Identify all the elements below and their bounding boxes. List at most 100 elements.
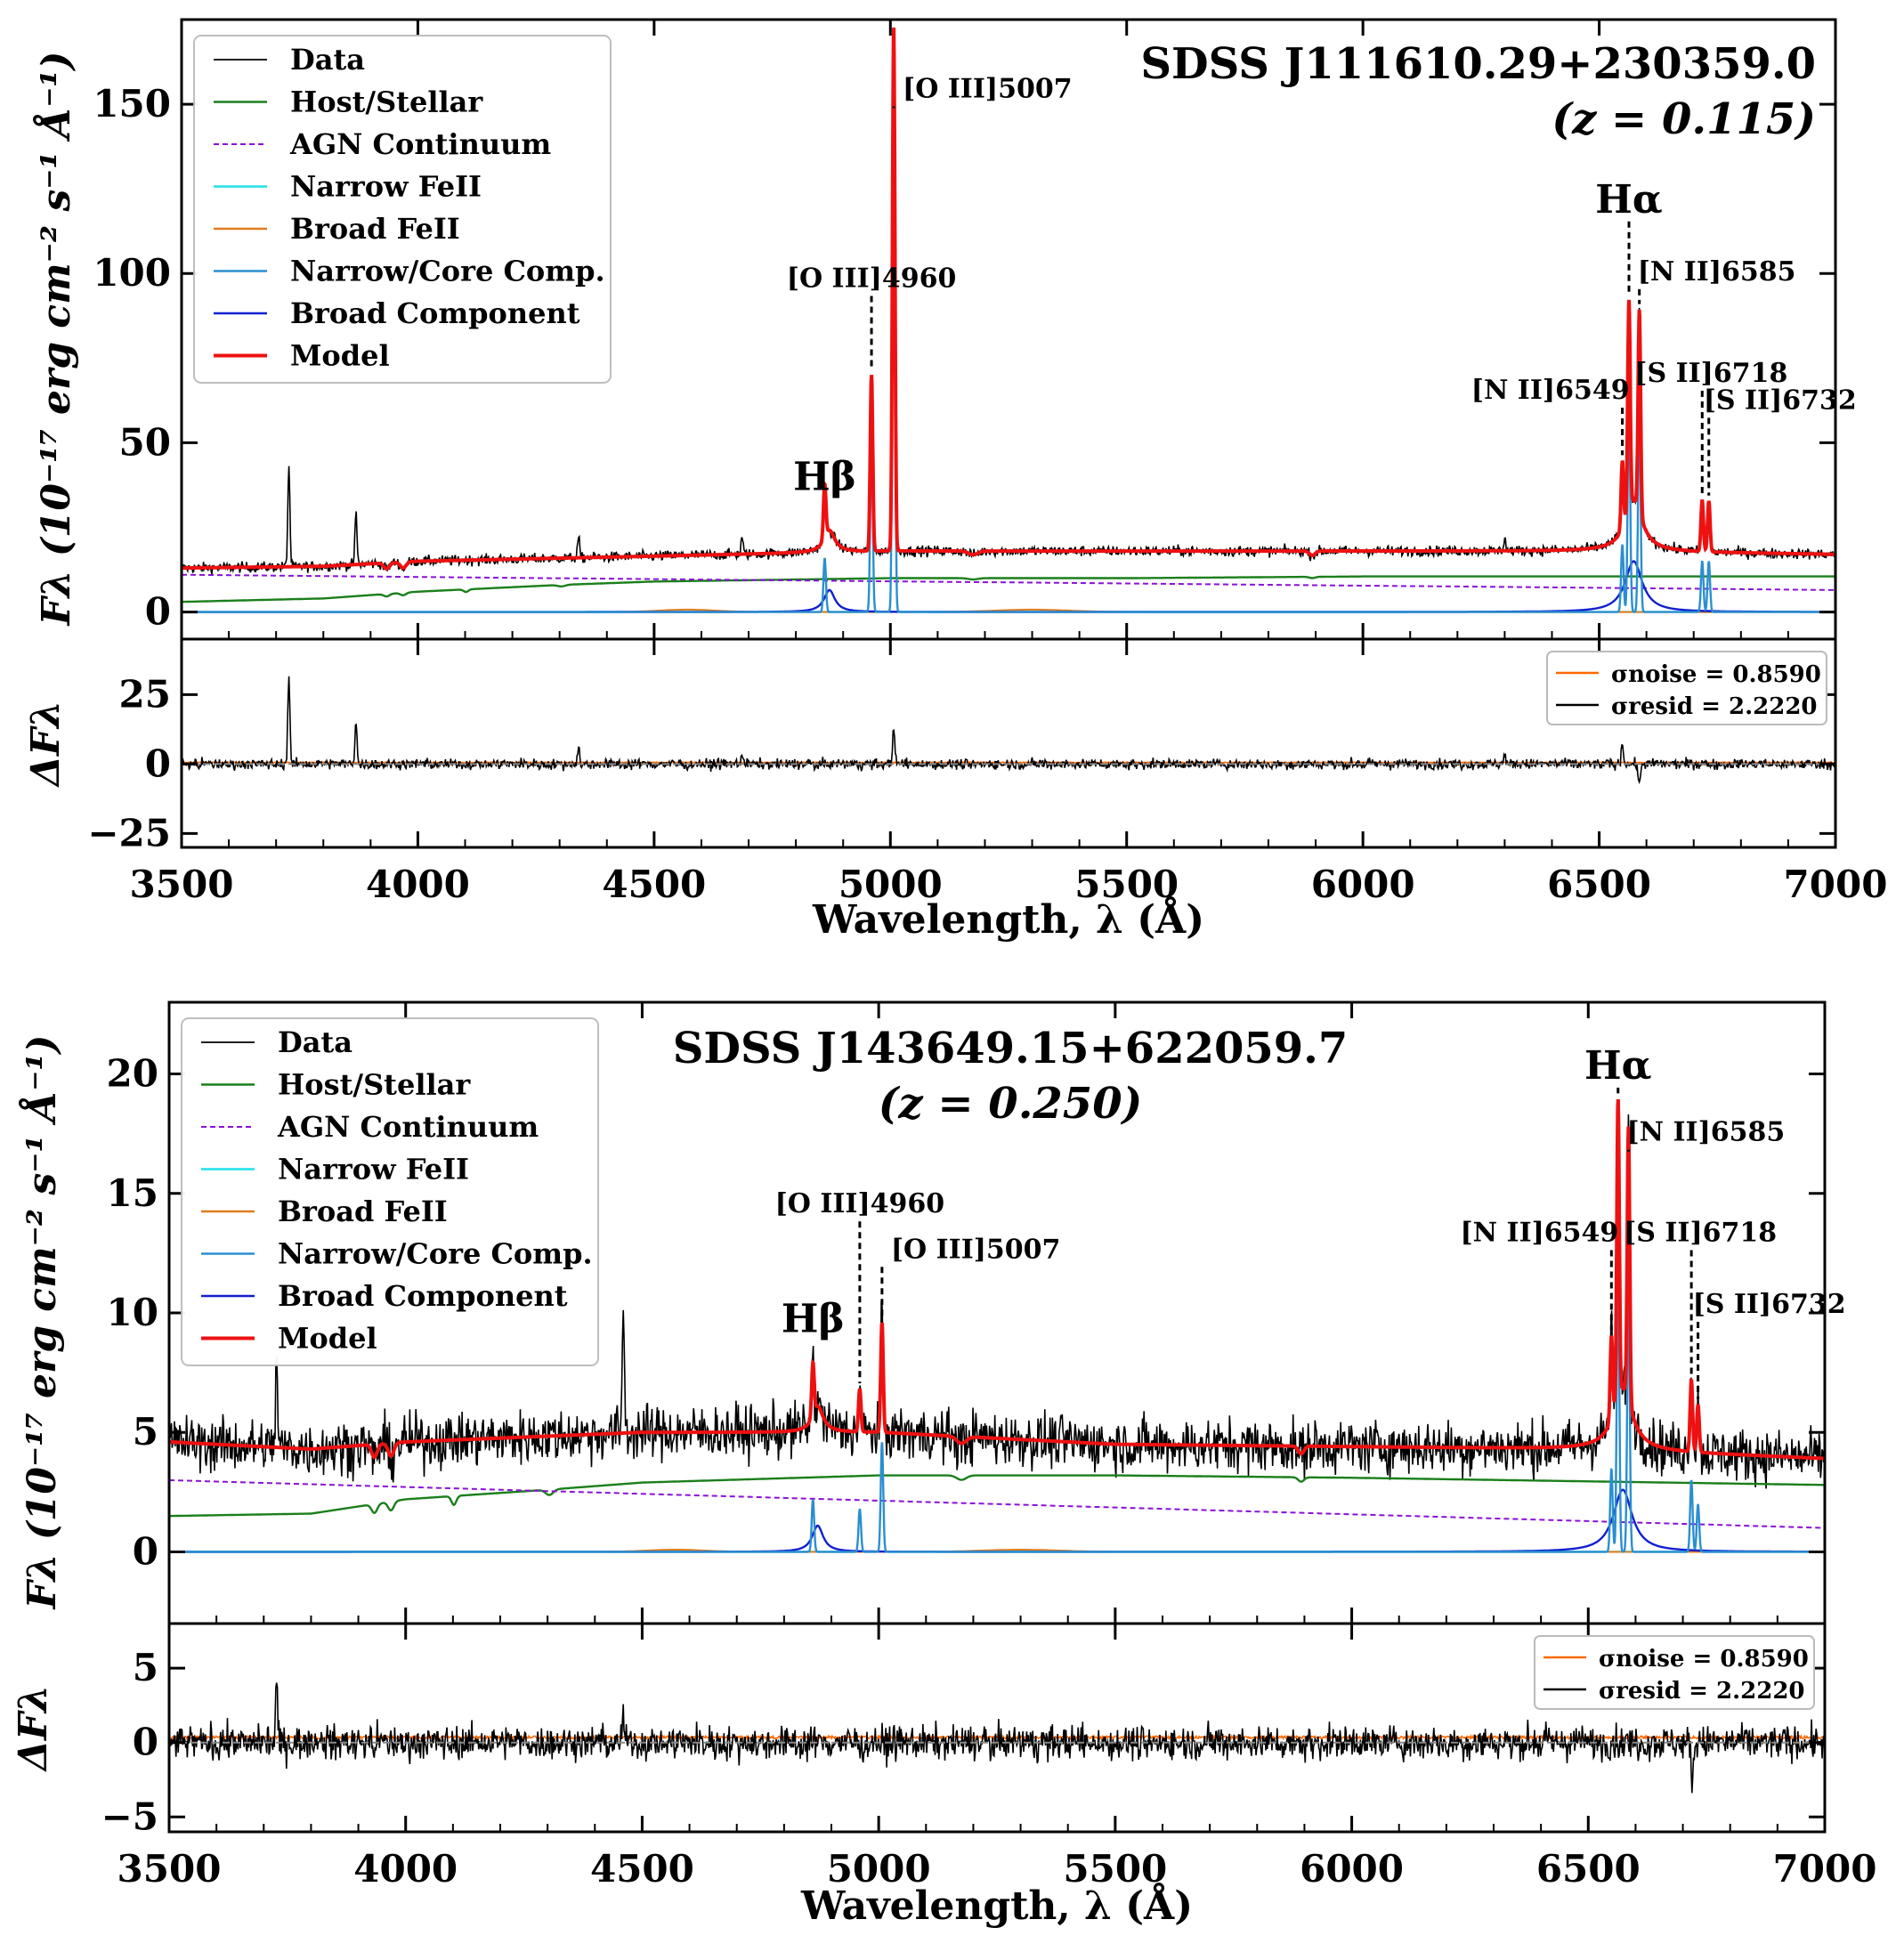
narrow-core-series: [182, 88, 1835, 613]
x-tick-label: 6500: [1547, 863, 1651, 906]
sigma-legend-box: [1546, 651, 1827, 725]
x-tick-label: 5500: [1074, 863, 1179, 906]
y-tick-label: 5: [133, 1410, 158, 1454]
model-series: [182, 28, 1835, 571]
x-tick-label: 5000: [839, 863, 943, 906]
x-tick-label: 5500: [1063, 1847, 1167, 1891]
x-tick-label: 7000: [1773, 1847, 1877, 1891]
broad-component-series: [182, 560, 1835, 613]
legend-box: [193, 35, 612, 384]
host-stellar-series: [169, 1474, 1825, 1518]
legend-entry: Narrow/Core Comp.: [278, 1237, 593, 1271]
legend-entry: Data: [290, 43, 365, 77]
main-plot-area: [182, 27, 1835, 613]
data-series: [169, 1111, 1825, 1489]
legend-entry: Broad FeII: [278, 1195, 448, 1228]
line-label: [N II]6585: [1626, 1117, 1785, 1148]
x-tick-label: 3500: [130, 863, 234, 906]
legend-entry: Model: [278, 1322, 377, 1356]
residual-series: [169, 1682, 1825, 1794]
resid-y-tick-label: 0: [133, 1721, 158, 1764]
agn-continuum-series: [169, 1478, 1825, 1529]
legend-entry: Narrow FeII: [290, 170, 482, 204]
chart-title: SDSS J143649.15+622059.7: [673, 1024, 1349, 1073]
line-label: [O III]4960: [787, 263, 957, 294]
legend-entry: AGN Continuum: [277, 1110, 539, 1144]
residual-axes-frame: [180, 637, 1837, 849]
line-label: [S II]6732: [1693, 1289, 1846, 1320]
resid-y-tick-label: 0: [145, 741, 171, 785]
resid-y-axis-title: ΔFλ: [23, 701, 69, 788]
y-axis-title: Fλ (10⁻¹⁷ erg cm⁻² s⁻¹ Å⁻¹): [32, 51, 79, 627]
legend-entry: Data: [278, 1025, 352, 1059]
y-tick-label: 100: [93, 251, 171, 295]
line-label: [N II]6585: [1638, 256, 1796, 288]
line-label: [O III]4960: [775, 1188, 945, 1219]
x-axis-title: Wavelength, λ (Å): [812, 895, 1204, 943]
y-tick-label: 0: [133, 1529, 158, 1573]
line-label: [N II]6549: [1460, 1217, 1618, 1248]
legend: Data Host/Stellar AGN Continuum Narrow FeII…: [181, 1017, 599, 1366]
x-tick-label: 5000: [827, 1847, 931, 1891]
x-tick-label: 6000: [1311, 863, 1415, 906]
line-label: [S II]6732: [1704, 385, 1857, 416]
model-series: [169, 1098, 1825, 1461]
line-label: [S II]6718: [1624, 1217, 1777, 1248]
sigma-noise-label: σnoise = 0.8590: [1611, 661, 1821, 688]
x-tick-label: 4500: [590, 1847, 694, 1891]
sigma-resid-label: σresid = 2.2220: [1611, 693, 1818, 720]
panel-2: 3500 4000 4500 5000 5500 6000 6500 7000 0 5 10 15 20…: [11, 1000, 1877, 1929]
legend-entry: Model: [290, 339, 390, 373]
line-label: [O III]5007: [891, 1234, 1061, 1265]
sigma-legend-box: [1534, 1635, 1815, 1710]
x-tick-label: 6000: [1300, 1847, 1404, 1891]
resid-y-axis-title: ΔFλ: [11, 1685, 56, 1772]
resid-y-tick-label: −5: [101, 1794, 158, 1838]
legend-entry: Narrow FeII: [278, 1153, 469, 1187]
sigma-legend: σnoise = 0.8590 σresid = 2.2220: [1534, 1635, 1815, 1710]
x-axis-title: Wavelength, λ (Å): [800, 1882, 1193, 1929]
legend-entry: AGN Continuum: [289, 127, 551, 161]
sigma-legend: σnoise = 0.8590 σresid = 2.2220: [1546, 651, 1827, 725]
line-label: Hβ: [793, 455, 856, 500]
x-tick-label: 4000: [353, 1847, 458, 1891]
main-plot-area: [169, 1098, 1825, 1553]
y-tick-label: 20: [107, 1052, 158, 1096]
legend: Data Host/Stellar AGN Continuum Narrow FeII…: [193, 35, 612, 384]
legend-box: [181, 1017, 599, 1366]
panel-1: 3500 4000 4500 5000 5500 6000 6500 7000 0 50 100 15…: [23, 18, 1888, 943]
sigma-resid-label: σresid = 2.2220: [1599, 1678, 1805, 1705]
residual-plot-area: [169, 1682, 1825, 1794]
legend-entry: Host/Stellar: [290, 85, 483, 119]
line-label: Hβ: [782, 1296, 845, 1341]
residual-axes-frame: [167, 1622, 1827, 1834]
legend-entry: Broad Component: [278, 1279, 568, 1313]
y-tick-label: 50: [119, 420, 171, 464]
y-tick-label: 15: [107, 1171, 158, 1215]
x-tick-label: 4500: [602, 863, 706, 906]
legend-entry: Broad FeII: [290, 212, 460, 246]
resid-y-tick-label: −25: [87, 811, 171, 854]
resid-y-tick-label: 25: [119, 672, 171, 716]
legend-entry: Broad Component: [290, 296, 580, 330]
resid-y-tick-label: 5: [133, 1646, 158, 1689]
y-tick-label: 0: [145, 590, 171, 634]
line-label: Hα: [1584, 1043, 1651, 1089]
x-tick-label: 4000: [366, 863, 470, 906]
legend-entry: Host/Stellar: [278, 1068, 471, 1102]
x-tick-label: 3500: [117, 1847, 222, 1891]
line-label: [O III]5007: [903, 73, 1073, 104]
x-tick-label: 7000: [1784, 863, 1888, 906]
sigma-noise-label: σnoise = 0.8590: [1599, 1646, 1809, 1672]
line-label: Hα: [1595, 177, 1662, 223]
line-label: [S II]6718: [1634, 358, 1787, 389]
residual-plot-area: [182, 676, 1835, 784]
legend-entry: Narrow/Core Comp.: [290, 255, 605, 288]
chart-subtitle: (z = 0.250): [879, 1079, 1143, 1129]
chart-title: SDSS J111610.29+230359.0: [1140, 39, 1816, 89]
host-stellar-series: [182, 575, 1835, 603]
y-tick-label: 10: [107, 1291, 158, 1334]
y-tick-label: 150: [93, 82, 171, 126]
